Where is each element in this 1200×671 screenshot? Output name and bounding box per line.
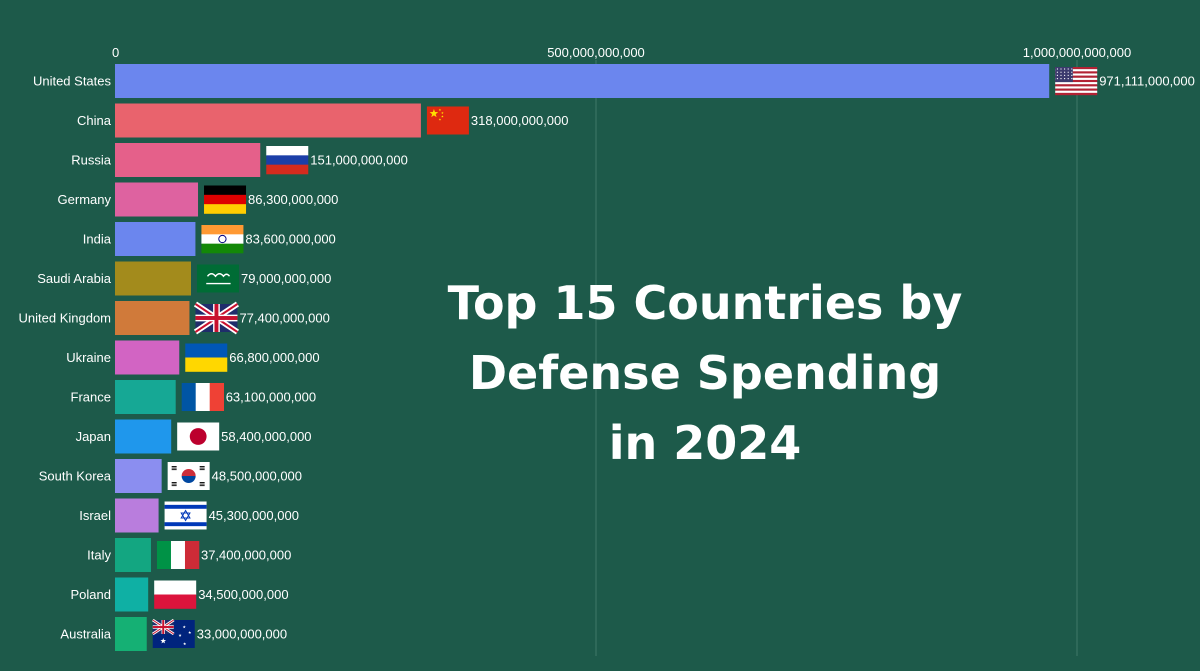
india-flag-icon [201, 225, 244, 254]
value-label: 318,000,000,000 [471, 113, 569, 128]
value-label: 45,300,000,000 [209, 508, 299, 523]
category-label: Italy [87, 548, 111, 563]
category-label: India [83, 232, 112, 247]
bar [115, 222, 196, 256]
bar [115, 301, 190, 335]
category-label: Saudi Arabia [37, 271, 111, 286]
category-label: United States [33, 74, 112, 89]
bar-row-saudi-arabia: Saudi Arabia 79,000,000,000 [37, 261, 331, 296]
uk-flag-icon [193, 301, 240, 335]
value-label: 37,400,000,000 [201, 548, 291, 563]
chart-title-line-1: Top 15 Countries by [447, 276, 963, 330]
bar-row-france: France 63,100,000,000 [71, 380, 316, 414]
value-label: 58,400,000,000 [221, 429, 311, 444]
france-flag-icon [181, 383, 225, 411]
bar [115, 143, 261, 177]
bar [115, 498, 159, 533]
bar-row-united-states: United States 971,111,000,000 [33, 64, 1195, 98]
bar [115, 617, 147, 651]
value-label: 86,300,000,000 [248, 192, 338, 207]
israel-flag-icon [164, 501, 207, 530]
bar-row-italy: Italy 37,400,000,000 [87, 538, 291, 572]
bar-row-israel: Israel 45,300,000,000 [79, 498, 299, 533]
bar [115, 261, 191, 296]
bar [115, 538, 151, 572]
category-label: South Korea [39, 469, 112, 484]
chart-title-line-3: in 2024 [608, 416, 802, 470]
x-tick-label: 0 [112, 45, 119, 60]
value-label: 77,400,000,000 [239, 311, 329, 326]
bar-row-australia: Australia 33,000,000,000 [60, 617, 287, 651]
bar [115, 182, 199, 217]
us-flag-icon [1055, 67, 1098, 96]
category-label: China [77, 113, 112, 128]
bar-row-poland: Poland 34,500,000,000 [71, 577, 289, 612]
chart-title: Top 15 Countries by Defense Spending in … [440, 268, 970, 478]
x-tick-label: 1,000,000,000,000 [1023, 45, 1131, 60]
value-label: 83,600,000,000 [245, 232, 335, 247]
south-korea-flag-icon [167, 462, 210, 490]
value-label: 48,500,000,000 [212, 469, 302, 484]
category-label: Poland [71, 587, 111, 602]
germany-flag-icon [204, 185, 247, 214]
bar-row-germany: Germany 86,300,000,000 [58, 182, 338, 217]
category-label: Japan [76, 429, 111, 444]
category-label: United Kingdom [19, 311, 112, 326]
china-flag-icon [426, 106, 469, 135]
value-label: 66,800,000,000 [229, 350, 319, 365]
x-tick-label: 500,000,000,000 [547, 45, 645, 60]
category-label: Ukraine [66, 350, 111, 365]
russia-flag-icon [266, 146, 309, 175]
japan-flag-icon [177, 422, 220, 451]
bar-row-india: India 83,600,000,000 [83, 222, 336, 256]
bar [115, 577, 149, 612]
bar-row-united-kingdom: United Kingdom 77,400,000,000 [19, 301, 330, 335]
bar [115, 419, 172, 454]
bar-row-russia: Russia 151,000,000,000 [71, 143, 408, 177]
bar-row-china: China 318,000,000,000 [77, 103, 569, 138]
italy-flag-icon [156, 541, 200, 569]
bar [115, 380, 176, 414]
value-label: 34,500,000,000 [198, 587, 288, 602]
category-label: Israel [79, 508, 111, 523]
category-label: Russia [71, 153, 112, 168]
value-label: 151,000,000,000 [310, 153, 408, 168]
value-label: 971,111,000,000 [1099, 74, 1195, 89]
value-label: 33,000,000,000 [197, 627, 287, 642]
bar-row-japan: Japan 58,400,000,000 [76, 419, 312, 454]
category-label: Australia [60, 627, 111, 642]
bar [115, 459, 162, 493]
saudi-arabia-flag-icon [196, 264, 239, 293]
category-label: Germany [58, 192, 112, 207]
bar [115, 340, 180, 375]
chart-title-line-2: Defense Spending [468, 346, 942, 400]
bar-row-south-korea: South Korea 48,500,000,000 [39, 459, 302, 493]
value-label: 63,100,000,000 [226, 390, 316, 405]
bar-row-ukraine: Ukraine 66,800,000,000 [66, 340, 320, 375]
bar [115, 64, 1050, 98]
australia-flag-icon [151, 618, 195, 648]
bar [115, 103, 421, 138]
value-label: 79,000,000,000 [241, 271, 331, 286]
category-label: France [71, 390, 111, 405]
ukraine-flag-icon [185, 343, 228, 372]
poland-flag-icon [154, 580, 197, 609]
